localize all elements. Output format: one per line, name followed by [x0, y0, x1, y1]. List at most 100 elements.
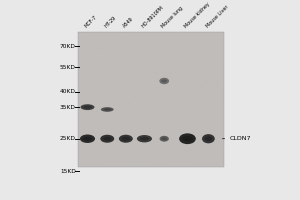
- Point: [136, 106, 141, 109]
- Point: [167, 85, 172, 88]
- Point: [85, 104, 90, 107]
- Point: [96, 144, 101, 147]
- Point: [166, 114, 171, 117]
- Point: [206, 160, 211, 163]
- Point: [177, 74, 182, 77]
- Point: [209, 74, 214, 78]
- Point: [220, 77, 224, 81]
- Point: [152, 161, 156, 164]
- Point: [160, 135, 165, 138]
- Point: [219, 100, 224, 103]
- Point: [213, 45, 218, 49]
- Point: [176, 128, 181, 131]
- Point: [205, 82, 209, 85]
- Point: [113, 128, 118, 131]
- Point: [151, 110, 156, 113]
- Point: [114, 108, 119, 112]
- Point: [126, 100, 131, 103]
- Point: [169, 137, 174, 140]
- Point: [181, 107, 185, 111]
- Point: [114, 32, 119, 35]
- Point: [195, 162, 200, 165]
- Point: [128, 151, 133, 154]
- Point: [157, 59, 162, 62]
- Point: [113, 52, 118, 55]
- Point: [111, 114, 116, 117]
- Point: [188, 147, 193, 150]
- Point: [196, 124, 201, 127]
- Point: [93, 105, 98, 108]
- Point: [184, 41, 189, 44]
- Point: [100, 46, 104, 49]
- Point: [219, 52, 224, 55]
- Point: [141, 114, 146, 117]
- Point: [173, 69, 178, 72]
- Point: [132, 118, 137, 121]
- Point: [200, 48, 204, 51]
- Point: [98, 39, 103, 42]
- Point: [217, 145, 222, 148]
- Point: [103, 42, 108, 46]
- Point: [78, 64, 83, 67]
- Point: [216, 163, 220, 166]
- Point: [166, 91, 171, 95]
- Point: [150, 98, 155, 101]
- Point: [97, 72, 102, 76]
- Point: [194, 83, 199, 87]
- Point: [127, 105, 131, 108]
- Point: [145, 122, 150, 125]
- Point: [153, 109, 158, 112]
- Point: [109, 61, 114, 65]
- Point: [150, 121, 155, 125]
- Point: [136, 157, 141, 161]
- Point: [199, 85, 203, 88]
- Point: [89, 66, 94, 69]
- Point: [153, 148, 158, 151]
- Point: [197, 149, 202, 152]
- Point: [210, 34, 215, 37]
- Point: [206, 80, 211, 83]
- Point: [167, 54, 172, 57]
- Point: [169, 138, 174, 141]
- Point: [151, 128, 155, 132]
- Point: [212, 52, 217, 55]
- Point: [220, 138, 224, 141]
- Point: [128, 48, 133, 51]
- Point: [198, 72, 203, 75]
- Point: [203, 30, 208, 33]
- Point: [169, 132, 174, 135]
- Point: [121, 110, 126, 113]
- Point: [192, 93, 197, 96]
- Point: [216, 55, 220, 58]
- Point: [164, 132, 169, 135]
- Point: [162, 128, 167, 131]
- Point: [188, 57, 193, 60]
- Point: [98, 133, 102, 136]
- Point: [177, 140, 182, 144]
- Point: [194, 116, 198, 119]
- Point: [184, 51, 189, 54]
- Point: [218, 51, 223, 54]
- Point: [179, 148, 184, 151]
- Point: [184, 114, 189, 117]
- Point: [80, 46, 84, 50]
- Point: [182, 151, 187, 155]
- Point: [95, 79, 100, 83]
- Point: [138, 84, 143, 87]
- Point: [202, 93, 207, 97]
- Point: [211, 60, 216, 63]
- Point: [87, 68, 92, 71]
- Point: [122, 156, 127, 159]
- Point: [152, 56, 157, 60]
- Point: [86, 136, 91, 139]
- Point: [195, 145, 200, 148]
- Point: [111, 44, 116, 48]
- Point: [152, 63, 156, 66]
- Ellipse shape: [160, 136, 169, 142]
- Ellipse shape: [179, 133, 196, 144]
- Point: [143, 61, 148, 64]
- Point: [135, 78, 140, 81]
- Point: [144, 31, 149, 34]
- Point: [203, 159, 208, 163]
- Point: [188, 82, 193, 85]
